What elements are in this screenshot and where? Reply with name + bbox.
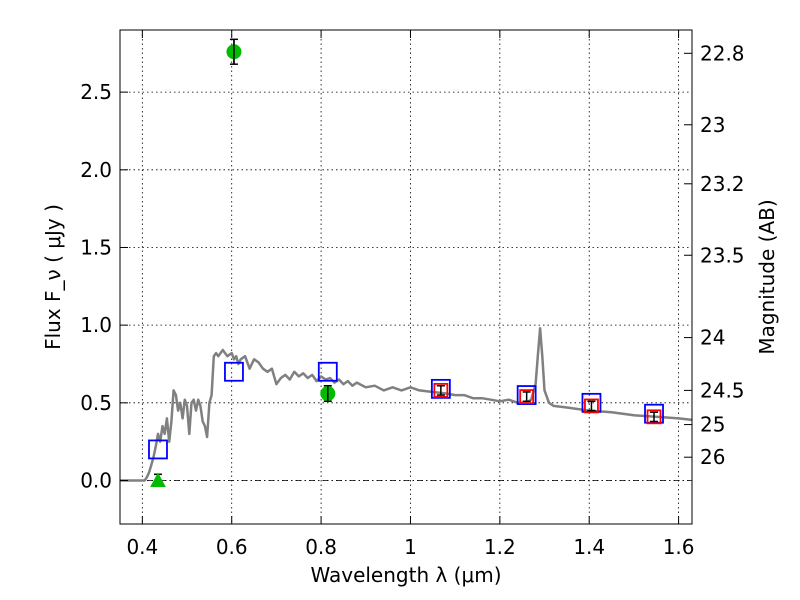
x-tick-label: 1.4 bbox=[573, 535, 605, 559]
model-photometry-point bbox=[148, 439, 168, 460]
model-photometry-point bbox=[224, 361, 244, 382]
near-ir-point bbox=[519, 389, 535, 405]
y-tick-label: 2.0 bbox=[80, 158, 112, 182]
magnitude-tick-label: 24.5 bbox=[700, 378, 745, 402]
near-ir-point bbox=[433, 383, 449, 398]
x-tick-label: 1.6 bbox=[663, 535, 695, 559]
x-tick-label: 1 bbox=[404, 535, 417, 559]
magnitude-tick-label: 23.5 bbox=[700, 243, 745, 267]
y-tick-label: 0.0 bbox=[80, 469, 112, 493]
magnitude-tick-label: 23.2 bbox=[700, 172, 745, 196]
x-tick-label: 0.4 bbox=[126, 535, 158, 559]
axis-ticks: 0.4 0.6 0.8 1 1.2 1.4 1.6 0.0 0.5 1.0 1.5 2.0 2.5 22.… bbox=[80, 30, 745, 559]
magnitude-tick-label: 26 bbox=[700, 445, 725, 469]
x-tick-label: 1.2 bbox=[484, 535, 516, 559]
near-ir-point bbox=[584, 398, 599, 414]
model-sed-line bbox=[120, 327, 693, 482]
plot-frame bbox=[119, 29, 693, 525]
magnitude-tick-label: 24 bbox=[700, 326, 725, 350]
model-photometry-point bbox=[430, 378, 451, 399]
near-ir-point bbox=[646, 409, 662, 425]
grid bbox=[120, 30, 692, 524]
y-tick-label: 2.5 bbox=[80, 80, 112, 104]
magnitude-tick-label: 25 bbox=[700, 413, 725, 437]
magnitude-tick-label: 22.8 bbox=[700, 41, 745, 65]
y-axis-label: Flux F_ν ( μJy ) bbox=[41, 204, 65, 350]
model-photometry-point bbox=[516, 385, 537, 405]
x-axis-label: Wavelength λ (μm) bbox=[310, 563, 501, 587]
x-tick-label: 0.6 bbox=[216, 535, 248, 559]
model-photometry-point bbox=[317, 361, 338, 382]
y-tick-label: 1.5 bbox=[80, 235, 112, 259]
y-tick-label: 0.5 bbox=[80, 391, 112, 415]
plot-area bbox=[120, 38, 693, 488]
magnitude-axis-label: Magnitude (AB) bbox=[755, 199, 779, 354]
upper-limit-point bbox=[150, 472, 166, 488]
y-tick-label: 1.0 bbox=[80, 313, 112, 337]
x-tick-label: 0.8 bbox=[305, 535, 337, 559]
magnitude-tick-label: 23 bbox=[700, 113, 725, 137]
